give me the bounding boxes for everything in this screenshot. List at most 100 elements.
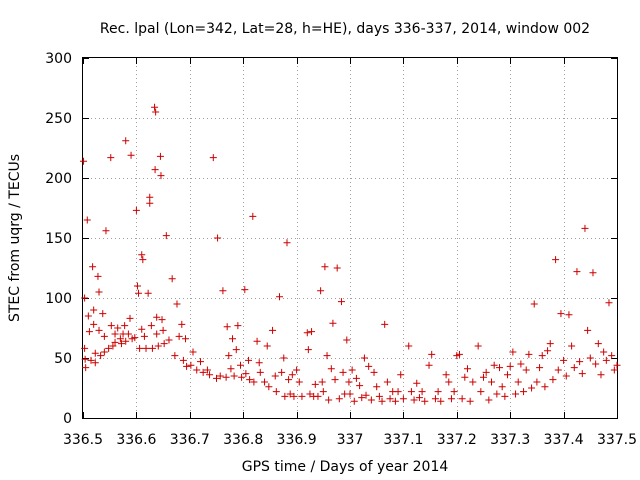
data-point — [600, 348, 608, 356]
data-point — [165, 336, 173, 344]
data-point — [431, 395, 439, 403]
data-point — [140, 332, 148, 340]
data-point — [85, 328, 93, 336]
data-point — [407, 388, 415, 396]
data-point — [317, 287, 325, 295]
x-tick-label: 336.7 — [170, 432, 210, 448]
data-point — [153, 313, 161, 321]
data-point — [490, 361, 498, 369]
data-point — [498, 383, 506, 391]
data-point — [148, 344, 156, 352]
data-point — [133, 282, 141, 290]
data-point — [102, 227, 110, 235]
data-point — [138, 325, 146, 333]
data-point — [428, 350, 436, 358]
data-point — [122, 337, 130, 345]
data-point — [356, 382, 364, 390]
data-point — [126, 314, 134, 322]
data-point — [348, 366, 356, 374]
grid — [83, 58, 617, 418]
data-point — [84, 312, 92, 320]
y-tick-label: 200 — [45, 171, 72, 187]
data-point — [107, 154, 115, 162]
data-point — [337, 298, 345, 306]
data-point — [308, 328, 316, 336]
data-point — [445, 378, 453, 386]
data-point — [415, 394, 423, 402]
data-point — [509, 348, 517, 356]
x-axis-label: GPS time / Days of year 2014 — [242, 459, 449, 475]
data-point — [565, 311, 573, 319]
data-point — [381, 320, 389, 328]
data-point — [83, 216, 91, 224]
data-point — [298, 392, 306, 400]
data-point — [229, 335, 237, 343]
data-point — [568, 342, 576, 350]
data-point — [421, 397, 429, 405]
data-point — [335, 395, 343, 403]
data-point — [488, 378, 496, 386]
data-point — [293, 366, 301, 374]
data-point — [206, 371, 214, 379]
data-point — [425, 361, 433, 369]
data-point — [405, 342, 413, 350]
data-point — [246, 376, 254, 384]
data-point — [573, 268, 581, 276]
data-point — [278, 368, 286, 376]
data-point — [410, 396, 418, 404]
data-point — [613, 361, 621, 369]
data-point — [237, 361, 245, 369]
data-point — [271, 372, 279, 380]
data-point — [245, 356, 253, 364]
data-point — [213, 374, 220, 382]
x-tick-label: 336.8 — [223, 432, 263, 448]
data-point — [295, 378, 303, 386]
data-point — [528, 384, 536, 392]
data-point — [95, 288, 103, 296]
data-point — [234, 322, 242, 330]
y-tick-label: 300 — [45, 51, 72, 67]
data-point — [154, 342, 162, 350]
data-point — [533, 378, 541, 386]
data-point — [321, 263, 329, 271]
data-point — [131, 334, 139, 342]
data-point — [383, 378, 391, 386]
data-point — [594, 340, 602, 348]
data-point — [216, 372, 224, 380]
data-point — [589, 269, 597, 277]
data-point — [469, 378, 477, 386]
data-point — [512, 390, 520, 398]
data-point — [144, 289, 152, 297]
data-point — [482, 368, 490, 376]
data-point — [525, 350, 533, 358]
data-point — [522, 366, 530, 374]
data-point — [109, 342, 117, 350]
data-point — [227, 365, 235, 373]
data-point — [304, 346, 312, 354]
data-point — [146, 199, 154, 207]
data-point — [225, 352, 233, 360]
data-point — [111, 330, 119, 338]
data-point — [81, 355, 89, 363]
data-point — [360, 354, 368, 362]
data-point — [99, 310, 107, 318]
data-point — [493, 390, 501, 398]
x-tick-label: 337.2 — [437, 432, 477, 448]
data-point — [370, 368, 378, 376]
x-tick-label: 337 — [337, 432, 364, 448]
data-point — [189, 348, 197, 356]
data-point — [203, 366, 211, 374]
data-point — [362, 391, 370, 399]
data-point — [138, 251, 146, 259]
data-point — [480, 373, 487, 381]
data-point — [91, 359, 99, 367]
data-point — [241, 286, 249, 294]
data-point — [255, 359, 263, 367]
data-point — [386, 395, 394, 403]
data-point — [272, 388, 280, 396]
data-point — [214, 234, 222, 242]
data-point — [209, 154, 217, 162]
data-point — [253, 337, 261, 345]
data-point — [378, 397, 386, 405]
data-point — [107, 322, 115, 330]
